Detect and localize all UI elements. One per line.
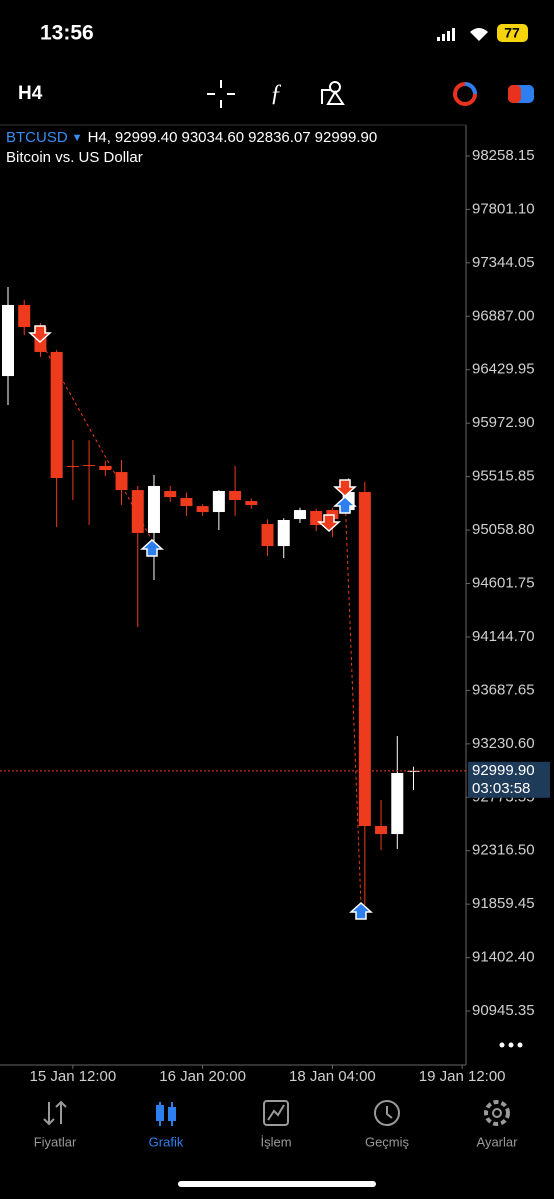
y-tick-label: 94144.70 (472, 628, 535, 645)
y-tick-label: 98258.15 (472, 147, 535, 164)
candle-body (50, 351, 63, 479)
icon-shape (168, 1107, 176, 1121)
icon-shape (492, 1108, 502, 1118)
quote-high: 93034.60 (181, 129, 244, 146)
icon-shape (267, 1104, 285, 1121)
x-tick-label: 19 Jan 12:00 (419, 1068, 506, 1085)
quote-close: 92999.90 (315, 129, 378, 146)
y-tick-label: 92316.50 (472, 842, 535, 859)
trade-markers (28, 325, 373, 920)
countdown: 03:03:58 (472, 780, 530, 797)
x-tick-label: 15 Jan 12:00 (30, 1068, 117, 1085)
y-tick-label: 95058.80 (472, 521, 535, 538)
icon-shape (156, 1105, 164, 1121)
trade-button-accent (464, 82, 477, 95)
y-tick-label: 96887.00 (472, 307, 535, 324)
icon-shape (374, 1100, 400, 1126)
tab-label[interactable]: Geçmiş (365, 1134, 410, 1149)
indicators-button[interactable]: ƒ (270, 81, 282, 107)
x-tick-label: 16 Jan 20:00 (159, 1068, 246, 1085)
y-tick-label: 97801.10 (472, 200, 535, 217)
candle-body (99, 465, 112, 471)
y-axis: 98258.15 97801.10 97344.05 96887.00 96429.95… (30, 147, 550, 1085)
candle-body (391, 773, 404, 835)
y-tick-label: 91859.45 (472, 895, 535, 912)
y-tick-label: 96429.95 (472, 361, 535, 378)
plot (0, 286, 466, 906)
header-timeframe: H4, (88, 129, 111, 146)
candle-body (196, 506, 209, 513)
chart-subtitle: Bitcoin vs. US Dollar (6, 149, 143, 166)
crosshair-button[interactable] (207, 80, 235, 108)
candle-body (358, 492, 371, 826)
candle-body (245, 501, 258, 506)
y-tick-label: 90945.35 (472, 1002, 535, 1019)
candle-body (261, 523, 274, 547)
candle-body (229, 490, 242, 500)
candle-body (2, 304, 14, 377)
signal-icon (437, 28, 455, 41)
candle-body (212, 490, 225, 513)
symbol[interactable]: BTCUSD (6, 129, 68, 146)
y-tick-label: 93687.65 (472, 681, 535, 698)
icon-shape (386, 1106, 393, 1119)
tab-label[interactable]: Grafik (149, 1134, 184, 1149)
home-indicator (178, 1181, 376, 1187)
tab-label[interactable]: Fiyatlar (34, 1134, 77, 1149)
candle-body (164, 490, 177, 498)
x-tick-label: 18 Jan 04:00 (289, 1068, 376, 1085)
candle-body (277, 519, 290, 547)
candle-body (66, 465, 79, 467)
battery-level: 77 (504, 25, 520, 41)
icon-shape (263, 1100, 289, 1126)
candle-body (147, 485, 160, 533)
y-tick-label: 95972.90 (472, 414, 535, 431)
battery-icon (497, 24, 528, 42)
candle-body (18, 304, 31, 328)
account-button-accent (508, 85, 521, 103)
quote-low: 92836.07 (248, 129, 311, 146)
candle-body (131, 490, 144, 533)
quote-open: 92999.40 (115, 129, 178, 146)
tab-icon[interactable] (263, 1100, 289, 1126)
more-button[interactable] (499, 1042, 523, 1048)
candle-body (115, 472, 128, 491)
tab-icon[interactable] (43, 1100, 67, 1126)
candle-body (375, 825, 388, 835)
y-tick-label: 93230.60 (472, 735, 535, 752)
tab-bar: Fiyatlar Grafik İşlem Geçmiş Ayarlar (34, 1100, 519, 1149)
icon-shape (43, 1100, 67, 1126)
timeframe-button[interactable]: H4 (18, 83, 43, 104)
candle-body (293, 510, 306, 520)
wifi-icon (470, 28, 488, 41)
candle-body (180, 498, 193, 507)
icon-shape (484, 1100, 510, 1126)
y-tick-label: 94601.75 (472, 574, 535, 591)
symbol-dropdown[interactable]: ▼ (72, 132, 83, 144)
tab-icon[interactable] (374, 1100, 400, 1126)
price-tag-label: 92999.90 (472, 762, 535, 779)
price-tag (468, 761, 550, 798)
candle-body (83, 465, 96, 467)
tab-label[interactable]: İşlem (260, 1134, 291, 1149)
y-tick-label: 95515.85 (472, 468, 535, 485)
tab-label[interactable]: Ayarlar (477, 1134, 519, 1149)
objects-button[interactable] (321, 81, 345, 105)
y-tick-label: 97344.05 (472, 254, 535, 271)
tab-icon[interactable] (484, 1100, 510, 1126)
trade-links (39, 339, 362, 906)
tab-icon[interactable] (156, 1102, 176, 1126)
y-tick-label: 91402.40 (472, 949, 535, 966)
chart-header: BTCUSD ▼ H4, 92999.40 93034.60 92836.07 92999.… (6, 129, 377, 146)
clock: 13:56 (40, 22, 94, 45)
